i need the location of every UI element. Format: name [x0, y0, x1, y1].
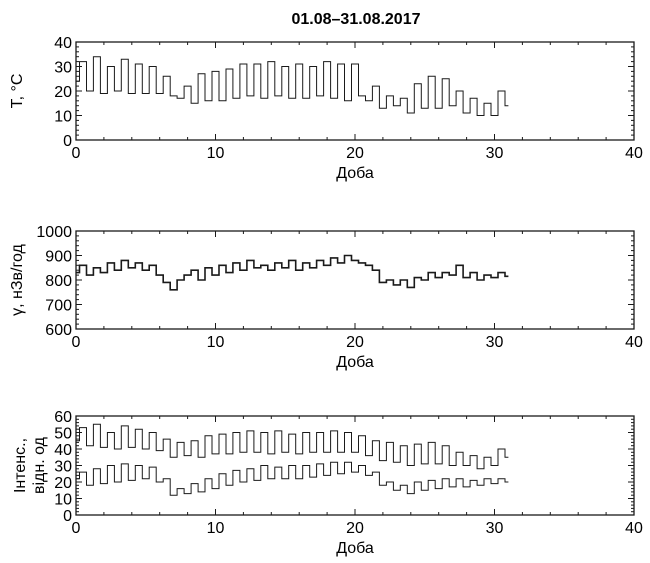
x-tick-label: 40: [625, 334, 643, 351]
x-tick-label: 0: [72, 334, 81, 351]
x-tick-label: 10: [207, 520, 225, 537]
y-tick-label: 40: [54, 442, 72, 459]
plot-frame: [75, 415, 635, 516]
series-line-1: [76, 423, 509, 470]
y-axis-label-line2: відн. од: [31, 436, 48, 494]
chart-panel-1: 0 10 20 30 40 0 10 20 30 40 Доба T, °C: [9, 35, 643, 182]
x-tick-label: 0: [72, 520, 81, 537]
x-axis-label: Доба: [336, 165, 374, 182]
y-tick-label: 1000: [36, 224, 72, 241]
x-axis-label: Доба: [336, 540, 374, 557]
y-axis-label: T, °C: [9, 74, 26, 109]
y-tick-label: 40: [54, 35, 72, 52]
x-tick-label: 30: [486, 145, 504, 162]
x-tick-label: 10: [207, 334, 225, 351]
x-tick-label: 20: [346, 520, 364, 537]
series-line-1: [76, 56, 509, 116]
x-tick-label: 30: [486, 520, 504, 537]
y-tick-label: 60: [54, 409, 72, 426]
y-axis-label: γ, нЗв/год: [9, 243, 26, 315]
series-line-2: [76, 461, 509, 496]
y-tick-label: 900: [45, 249, 72, 266]
plot-frame: [75, 230, 635, 330]
x-tick-label: 0: [72, 145, 81, 162]
y-tick-label: 600: [45, 322, 72, 339]
y-axis-label: Інтенс.,: [12, 438, 29, 493]
x-tick-label: 20: [346, 145, 364, 162]
y-tick-label: 800: [45, 273, 72, 290]
x-axis-label: Доба: [336, 354, 374, 371]
y-tick-label: 700: [45, 298, 72, 315]
plot-frame: [75, 41, 635, 141]
y-tick-label: 10: [54, 109, 72, 126]
y-tick-label: 20: [54, 84, 72, 101]
x-tick-label: 40: [625, 520, 643, 537]
y-tick-label: 20: [54, 475, 72, 492]
x-tick-label: 40: [625, 145, 643, 162]
chart-panel-2: 0 10 20 30 40 600 700 800 900 1000 Доба γ, нЗв/год: [9, 224, 643, 371]
y-tick-label: 10: [54, 492, 72, 509]
x-tick-label: 20: [346, 334, 364, 351]
y-tick-label: 50: [54, 426, 72, 443]
y-tick-label: 0: [63, 133, 72, 150]
x-tick-label: 10: [207, 145, 225, 162]
series-line-1: [76, 254, 509, 291]
y-tick-label: 30: [54, 459, 72, 476]
figure-title: 01.08–31.08.2017: [291, 11, 420, 28]
y-tick-label: 0: [63, 508, 72, 525]
x-tick-label: 30: [486, 334, 504, 351]
y-tick-label: 30: [54, 60, 72, 77]
